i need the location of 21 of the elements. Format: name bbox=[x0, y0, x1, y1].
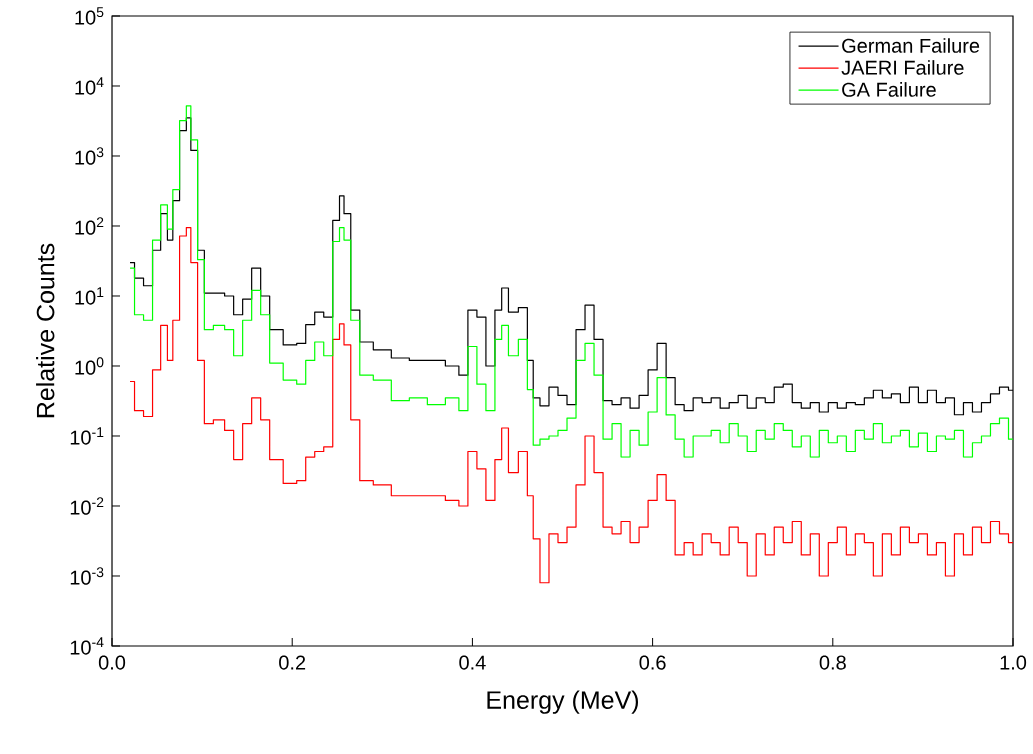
x-tick-label: 0.4 bbox=[459, 655, 486, 670]
y-tick-label: 10$^{4}$ bbox=[75, 77, 104, 95]
x-tick-label: 1.0 bbox=[1000, 655, 1027, 670]
legend-label: German Failure bbox=[842, 38, 980, 53]
y-tick-label: 10$^{-4}$ bbox=[70, 637, 104, 655]
legend-label: JAERI Failure bbox=[841, 60, 964, 75]
y-axis-title: Relative Counts bbox=[36, 243, 55, 418]
x-tick-label: 0.6 bbox=[639, 655, 666, 670]
y-tick-label: 10$^{2}$ bbox=[75, 217, 104, 235]
y-tick-label: 10$^{-3}$ bbox=[70, 567, 104, 585]
y-tick-label: 10$^{5}$ bbox=[75, 7, 104, 25]
y-tick-label: 10$^{3}$ bbox=[75, 147, 104, 165]
x-axis-title: Energy (MeV) bbox=[487, 690, 639, 714]
x-tick-label: 0.0 bbox=[98, 655, 126, 670]
x-tick-label: 0.2 bbox=[279, 655, 306, 670]
y-tick-label: 10$^{1}$ bbox=[75, 287, 104, 305]
y-tick-label: 10$^{0}$ bbox=[75, 357, 104, 375]
y-tick-label: 10$^{-1}$ bbox=[70, 427, 104, 445]
y-tick-label: 10$^{-2}$ bbox=[70, 497, 104, 515]
legend-label: GA Failure bbox=[842, 82, 936, 97]
x-tick-label: 0.8 bbox=[819, 655, 846, 670]
